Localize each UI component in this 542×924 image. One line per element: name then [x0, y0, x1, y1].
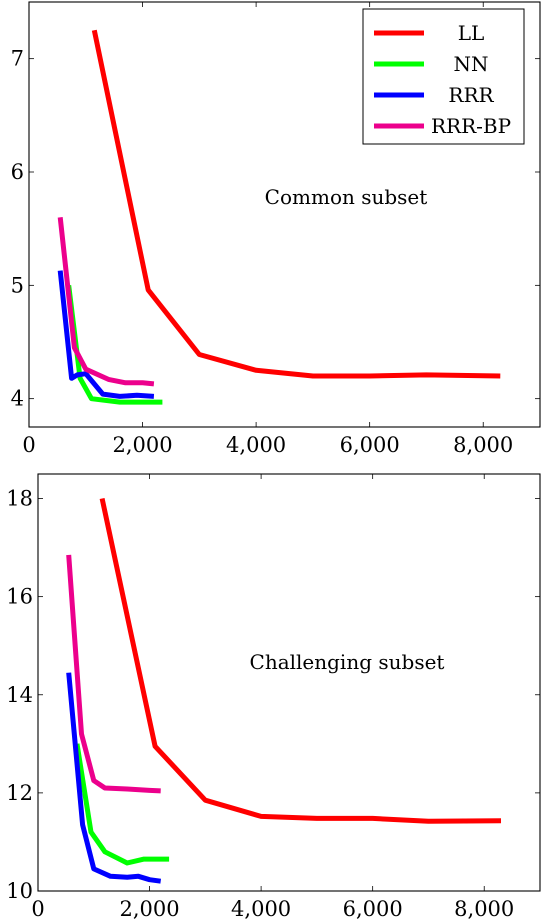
x-tick-label: 4,000: [226, 433, 286, 457]
series-line-nn: [66, 284, 163, 405]
y-tick-label: 14: [6, 683, 33, 707]
y-tick-label: 5: [11, 273, 24, 297]
x-tick-label: 2,000: [112, 433, 172, 457]
y-tick-label: 12: [6, 781, 33, 805]
chart-2: 0 2,000 4,000 6,000 8,000 10 12 14 16 18 Challengi…: [6, 473, 541, 921]
legend-label-rrr: RRR: [448, 83, 494, 107]
chart-annotation: Common subset: [265, 185, 428, 209]
y-tick-label: 4: [11, 387, 24, 411]
series-line-ll: [99, 497, 502, 824]
y-tick-label: 16: [6, 585, 33, 609]
plot-frame: [28, 1, 541, 428]
series-line-rrr-bp: [66, 554, 161, 794]
series-line-nn: [74, 743, 170, 866]
chart-annotation: Challenging subset: [250, 650, 445, 674]
series-line-ll: [91, 29, 501, 379]
x-tick-label: 0: [31, 897, 44, 921]
chart-1: 0 2,000 4,000 6,000 8,000 4 5 6 7 Common subset LL…: [11, 1, 541, 457]
y-tick-label: 7: [11, 47, 24, 71]
x-tick-label: 2,000: [119, 897, 179, 921]
legend: LL NN RRR RRR-BP: [362, 8, 525, 145]
series-line-rrr: [57, 270, 155, 399]
y-tick-label: 6: [11, 160, 24, 184]
x-tick-label: 6,000: [340, 433, 400, 457]
plot-frame: [37, 473, 541, 892]
x-tick-label: 8,000: [453, 433, 513, 457]
series-line-rrr: [66, 672, 162, 884]
x-tick-label: 6,000: [343, 897, 403, 921]
x-tick-label: 4,000: [231, 897, 291, 921]
legend-label-ll: LL: [458, 21, 485, 45]
x-tick-label: 0: [22, 433, 35, 457]
y-tick-label: 10: [6, 879, 33, 903]
series-line-rrr-bp: [57, 217, 155, 387]
y-tick-label: 18: [6, 487, 33, 511]
legend-label-nn: NN: [454, 52, 489, 76]
x-tick-label: 8,000: [454, 897, 514, 921]
legend-label-rrr-bp: RRR-BP: [431, 114, 511, 138]
